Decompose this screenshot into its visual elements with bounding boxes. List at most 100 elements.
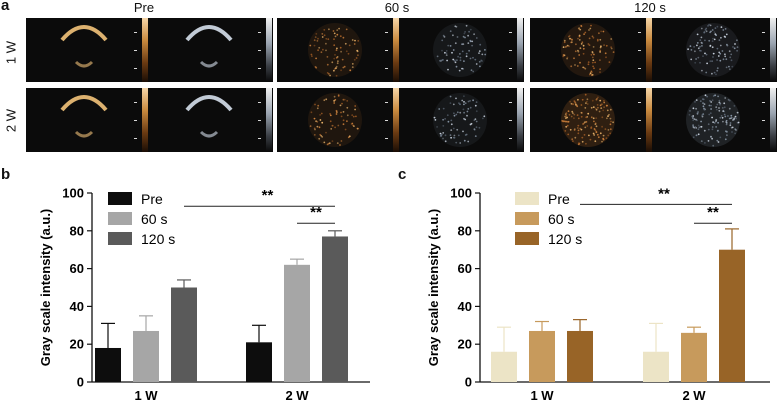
speckle bbox=[442, 137, 444, 140]
speckle bbox=[602, 134, 605, 137]
speckle bbox=[436, 126, 438, 128]
speckle bbox=[728, 68, 731, 71]
speckle bbox=[583, 33, 585, 35]
colorbar-warm bbox=[142, 88, 148, 152]
speckle bbox=[689, 110, 691, 112]
speckle bbox=[588, 44, 591, 46]
speckle bbox=[586, 103, 589, 105]
speckle bbox=[716, 47, 719, 50]
speckle bbox=[314, 36, 317, 38]
column-header-120s: 120 s bbox=[634, 0, 666, 15]
speckle bbox=[339, 104, 342, 107]
speckle bbox=[565, 115, 568, 117]
speckle bbox=[439, 132, 442, 135]
speckle bbox=[602, 30, 605, 33]
speckle bbox=[723, 35, 726, 38]
speckle bbox=[351, 39, 354, 41]
speckle bbox=[601, 125, 603, 128]
speckle bbox=[309, 44, 312, 47]
speckle bbox=[713, 31, 716, 33]
speckle bbox=[717, 95, 719, 98]
speckle bbox=[574, 64, 576, 66]
speckle bbox=[466, 110, 469, 113]
speckle bbox=[692, 119, 695, 122]
speckle bbox=[725, 123, 728, 126]
speckle bbox=[597, 136, 600, 139]
speckle bbox=[578, 39, 581, 41]
speckle bbox=[591, 61, 594, 64]
speckle bbox=[464, 36, 466, 39]
speckle bbox=[579, 28, 582, 31]
speckle bbox=[582, 123, 584, 125]
speckle bbox=[581, 136, 584, 139]
speckle bbox=[464, 102, 467, 105]
speckle bbox=[447, 120, 450, 123]
speckle bbox=[719, 44, 722, 47]
speckle bbox=[596, 133, 599, 136]
speckle bbox=[355, 57, 358, 59]
speckle bbox=[703, 107, 705, 110]
speckle bbox=[588, 29, 590, 31]
speckle bbox=[467, 42, 470, 44]
speckle bbox=[462, 68, 465, 70]
speckle bbox=[471, 44, 473, 47]
speckle bbox=[342, 98, 345, 101]
speckle bbox=[705, 71, 708, 74]
x-tick-label: 1 W bbox=[530, 388, 554, 403]
speckle bbox=[720, 26, 723, 28]
speckle bbox=[702, 55, 704, 57]
speckle bbox=[711, 126, 714, 128]
speckle bbox=[696, 119, 698, 122]
speckle bbox=[325, 42, 327, 45]
echo-arc-lower bbox=[74, 130, 94, 138]
echo-arc-lower bbox=[199, 60, 219, 68]
depth-tick bbox=[762, 102, 765, 103]
speckle bbox=[718, 39, 721, 41]
speckle bbox=[465, 52, 468, 55]
speckle bbox=[337, 60, 339, 63]
speckle bbox=[333, 44, 336, 47]
speckle bbox=[472, 56, 474, 59]
speckle bbox=[334, 54, 336, 56]
depth-tick bbox=[638, 102, 641, 103]
speckle bbox=[581, 140, 584, 143]
speckle bbox=[470, 69, 473, 72]
speckle bbox=[591, 74, 594, 76]
speckle bbox=[700, 36, 703, 39]
speckle bbox=[320, 112, 323, 115]
speckle bbox=[692, 115, 695, 117]
speckle bbox=[716, 59, 718, 61]
speckle bbox=[599, 59, 601, 61]
speckle bbox=[578, 35, 581, 38]
speckle bbox=[710, 101, 713, 103]
speckle bbox=[475, 37, 478, 39]
depth-tick bbox=[762, 120, 765, 121]
speckle bbox=[725, 119, 728, 122]
depth-tick bbox=[134, 102, 137, 103]
speckle bbox=[326, 63, 329, 66]
speckle bbox=[455, 25, 458, 28]
speckle bbox=[320, 51, 323, 54]
speckle bbox=[315, 57, 317, 60]
y-tick-label: 60 bbox=[458, 261, 472, 276]
speckle bbox=[729, 124, 732, 127]
speckle bbox=[714, 33, 717, 35]
speckle bbox=[715, 126, 717, 128]
speckle bbox=[725, 66, 728, 69]
speckle bbox=[453, 136, 456, 139]
speckle bbox=[458, 69, 461, 72]
speckle bbox=[335, 113, 338, 115]
speckle bbox=[446, 59, 448, 62]
speckle bbox=[323, 141, 326, 144]
speckle bbox=[313, 134, 316, 136]
speckle bbox=[690, 115, 693, 118]
speckle bbox=[697, 128, 700, 131]
speckle bbox=[577, 142, 580, 145]
speckle bbox=[461, 43, 463, 46]
speckle bbox=[578, 27, 580, 30]
speckle bbox=[728, 50, 731, 53]
colorbar-warm bbox=[393, 88, 399, 152]
speckle bbox=[442, 107, 445, 110]
speckle bbox=[599, 51, 601, 53]
speckle bbox=[590, 24, 592, 27]
